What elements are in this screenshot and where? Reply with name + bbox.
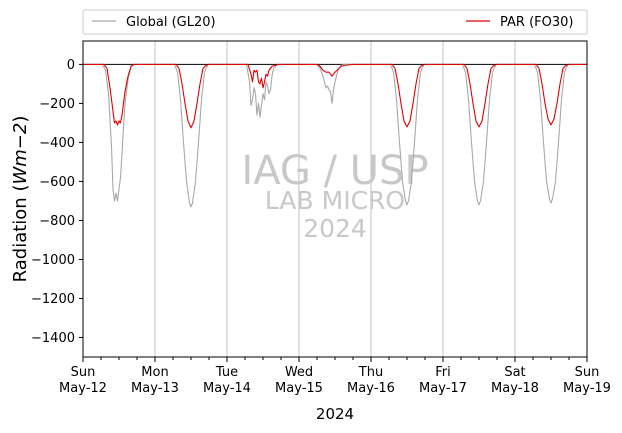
legend: Global (GL20) PAR (FO30)	[82, 9, 588, 35]
x-tick-date-0: May-12	[59, 381, 107, 396]
y-tick-label-4: −800	[39, 214, 75, 229]
plot-area: IAG / USP LAB MICRO 2024	[82, 40, 588, 358]
y-axis: 0 −200 −400 −600 −800 −1000 −1200 −1400	[31, 58, 83, 346]
x-tick-date-7: May-19	[563, 381, 611, 396]
y-axis-title: Radiation (Wm−2)	[10, 116, 31, 283]
watermark-line1: IAG / USP	[241, 148, 428, 194]
x-tick-day-2: Tue	[215, 365, 238, 380]
y-tick-label-7: −1400	[31, 331, 75, 346]
y-tick-label-3: −600	[39, 175, 75, 190]
legend-label-par: PAR (FO30)	[500, 15, 573, 30]
watermark-line3: 2024	[303, 214, 367, 243]
legend-frame	[82, 9, 588, 35]
series-line-global	[83, 63, 587, 208]
y-tick-label-2: −400	[39, 136, 75, 151]
x-tick-day-1: Mon	[141, 365, 168, 380]
x-tick-date-2: May-14	[203, 381, 251, 396]
x-tick-date-5: May-17	[419, 381, 467, 396]
x-tick-day-3: Wed	[285, 365, 313, 380]
plot-background	[83, 41, 587, 357]
legend-label-global: Global (GL20)	[126, 15, 216, 30]
y-tick-label-6: −1200	[31, 292, 75, 307]
grid-lines	[154, 41, 516, 357]
x-tick-date-3: May-15	[275, 381, 323, 396]
x-tick-day-6: Sat	[504, 365, 525, 380]
y-tick-label-5: −1000	[31, 253, 75, 268]
y-tick-label-0: 0	[67, 58, 75, 73]
watermark: IAG / USP LAB MICRO 2024	[241, 148, 428, 243]
x-tick-day-0: Sun	[71, 365, 96, 380]
x-axis-title: 2024	[316, 405, 354, 423]
x-tick-day-5: Fri	[435, 365, 451, 380]
x-tick-date-6: May-18	[491, 381, 539, 396]
series-lines	[83, 63, 587, 208]
y-tick-label-1: −200	[39, 97, 75, 112]
series-line-par	[83, 63, 587, 129]
x-tick-day-7: Sun	[575, 365, 600, 380]
x-tick-day-4: Thu	[358, 365, 383, 380]
y-axis-title-suffix: )	[10, 116, 31, 123]
x-tick-date-1: May-13	[131, 381, 179, 396]
x-axis: SunMay-12MonMay-13TueMay-14WedMay-15ThuM…	[59, 357, 611, 396]
y-axis-title-prefix: Radiation (	[10, 185, 31, 283]
x-tick-date-4: May-16	[347, 381, 395, 396]
y-axis-title-math: Wm−2	[10, 123, 31, 185]
watermark-line2: LAB MICRO	[265, 186, 405, 215]
